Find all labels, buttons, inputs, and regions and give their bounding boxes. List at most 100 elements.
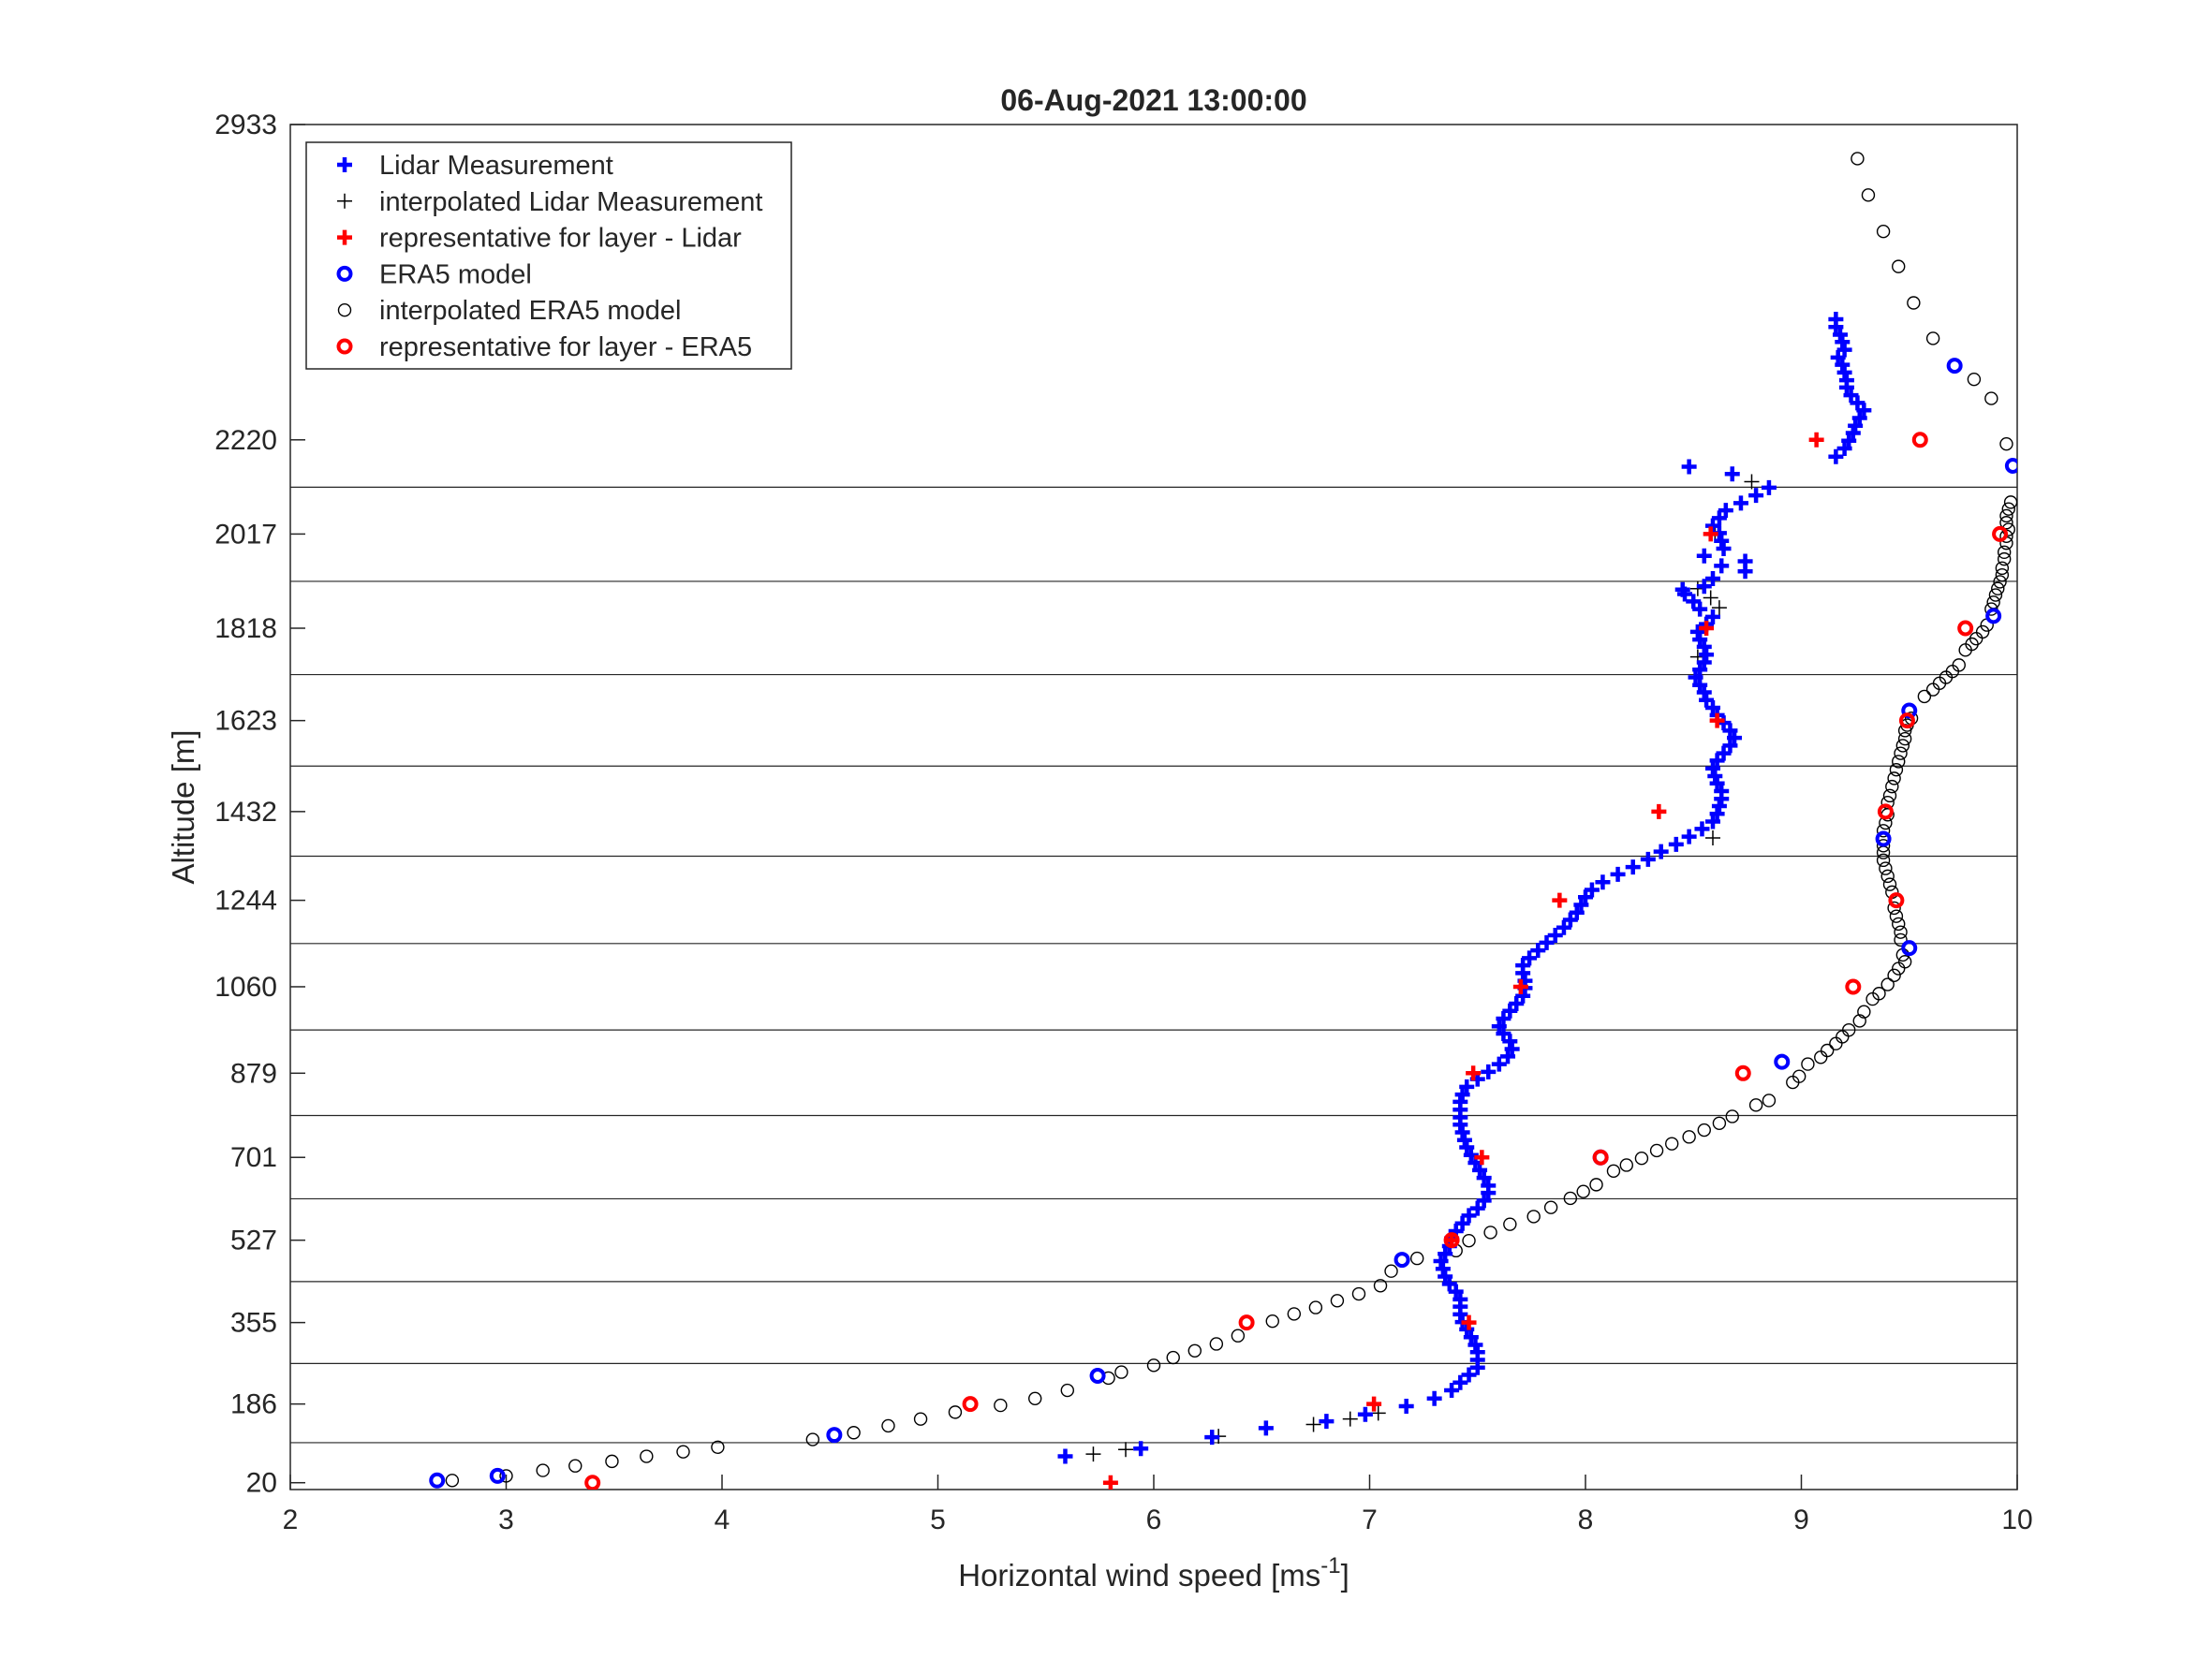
series-4-point-5 [640, 1449, 654, 1463]
series-4-point-27 [1351, 1286, 1366, 1301]
x-tick-label-6: 8 [1578, 1505, 1594, 1535]
series-0-point-54 [1502, 1034, 1518, 1050]
series-0-point-147 [1835, 334, 1851, 350]
series-4-point-70 [1892, 917, 1906, 932]
series-2-point-0 [1102, 1475, 1118, 1490]
series-0-point-120 [1696, 548, 1712, 564]
series-4-point-35 [1526, 1210, 1541, 1224]
series-1-point-0 [1085, 1446, 1101, 1462]
series-5-point-3 [1443, 1232, 1460, 1249]
series-1-point-3 [1305, 1417, 1321, 1432]
series-0-point-65 [1522, 950, 1538, 966]
series-0-point-111 [1692, 601, 1708, 617]
series-3-point-2 [826, 1427, 843, 1444]
series-4-point-124 [1967, 372, 1982, 387]
series-4-point-127 [1892, 259, 1906, 273]
series-4-point-129 [1861, 188, 1876, 202]
series-0-point-9 [1453, 1374, 1468, 1390]
series-0-point-42 [1454, 1124, 1470, 1140]
series-4-point-38 [1576, 1184, 1590, 1198]
series-4-point-72 [1887, 901, 1901, 916]
series-5-point-7 [1888, 892, 1905, 909]
series-0-point-66 [1530, 943, 1546, 959]
series-0-point-130 [1681, 459, 1697, 475]
series-0-point-20 [1453, 1291, 1468, 1307]
series-0-point-87 [1714, 783, 1730, 799]
series-4-point-59 [1852, 1014, 1866, 1028]
series-0-point-99 [1699, 692, 1715, 708]
series-4-point-54 [1814, 1050, 1828, 1064]
series-3-point-3 [1089, 1368, 1106, 1384]
series-0-point-31 [1461, 1208, 1477, 1224]
y-tick-label-0: 20 [246, 1468, 277, 1499]
series-0-point-135 [1845, 425, 1861, 441]
series-0-point-88 [1709, 775, 1725, 791]
series-0-point-40 [1459, 1139, 1475, 1155]
series-4-point-83 [1880, 795, 1895, 810]
series-5-point-2 [1238, 1314, 1255, 1331]
series-4-point-57 [1836, 1030, 1850, 1044]
series-0-point-90 [1704, 760, 1720, 776]
series-0-point-140 [1843, 388, 1859, 404]
series-0-point-6 [1398, 1399, 1414, 1415]
series-4-point-119 [1999, 508, 2013, 523]
series-5-point-10 [1957, 620, 1974, 637]
y-tick-label-12: 2220 [214, 425, 277, 456]
legend-marker-3 [336, 265, 353, 282]
series-4-point-23 [1265, 1314, 1279, 1329]
series-4-point-120 [2001, 502, 2015, 516]
series-0-point-128 [1748, 488, 1764, 504]
series-4-point-58 [1842, 1022, 1856, 1037]
series-0-point-3 [1258, 1420, 1274, 1436]
series-4-point-16 [1114, 1365, 1128, 1379]
series-4-point-1 [499, 1469, 513, 1483]
x-tick-label-0: 2 [283, 1505, 299, 1535]
series-0-point-148 [1832, 327, 1848, 343]
series-4-point-71 [1889, 909, 1904, 923]
series-0-point-79 [1653, 844, 1669, 859]
series-0-point-98 [1704, 700, 1720, 716]
series-5-point-11 [1992, 525, 2009, 542]
series-0-point-82 [1694, 821, 1710, 837]
series-0-point-35 [1481, 1178, 1497, 1194]
series-4-point-126 [1907, 296, 1921, 310]
series-4-point-76 [1879, 861, 1893, 875]
series-4-point-107 [1986, 595, 2000, 609]
series-0-point-127 [1733, 495, 1748, 511]
x-axis: 2 3 4 5 6 7 8 9 10 [283, 1475, 2033, 1535]
series-4-point-41 [1619, 1158, 1633, 1172]
series-2-point-1 [1366, 1396, 1382, 1412]
series-3-point-0 [429, 1472, 446, 1489]
series-4-point-9 [847, 1426, 861, 1440]
series-2-point-7 [1552, 892, 1568, 908]
series-4-point-4 [605, 1454, 619, 1469]
legend-marker-0 [337, 157, 352, 172]
series-0-point-92 [1716, 745, 1732, 761]
series-0-point-47 [1454, 1087, 1470, 1103]
series-4-point-50 [1762, 1094, 1777, 1108]
series-4-point-63 [1880, 977, 1895, 991]
y-tick-label-13: 2933 [214, 110, 277, 140]
series-0-point-59 [1509, 995, 1525, 1011]
series-0-point-75 [1595, 874, 1611, 890]
legend-marker-2 [337, 229, 352, 245]
series-2-point-6 [1512, 978, 1528, 994]
series-0-point-110 [1704, 609, 1720, 624]
series-4-point-86 [1887, 771, 1901, 785]
series-4-point-37 [1563, 1191, 1578, 1206]
series-4-point-2 [536, 1463, 550, 1477]
series-4-point-8 [805, 1432, 820, 1446]
series-0-point-122 [1714, 533, 1730, 549]
series-0-point-95 [1722, 723, 1738, 739]
series-4-point-30 [1410, 1251, 1424, 1266]
series-1-point-5 [1370, 1405, 1386, 1421]
series-0-point-5 [1357, 1406, 1373, 1422]
series-4-point-118 [1999, 516, 2013, 530]
series-0-point-101 [1692, 677, 1708, 693]
series-0-point-137 [1851, 410, 1867, 426]
legend-label-5: representative for layer - ERA5 [379, 332, 752, 362]
legend-label-0: Lidar Measurement [379, 151, 613, 181]
series-0-point-119 [1737, 553, 1753, 569]
series-0-point-112 [1686, 594, 1702, 609]
series-0-point-30 [1454, 1215, 1470, 1231]
